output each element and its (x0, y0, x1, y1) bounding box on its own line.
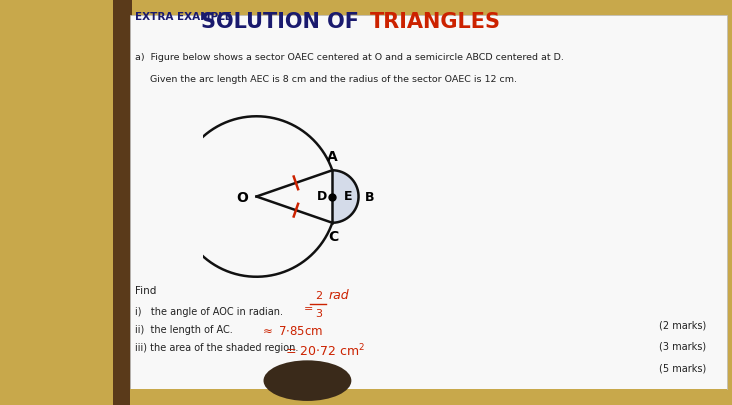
Text: =: = (304, 304, 317, 314)
Text: D: D (317, 189, 327, 202)
Text: Given the arc length AEC is 8 cm and the radius of the sector OAEC is 12 cm.: Given the arc length AEC is 8 cm and the… (135, 75, 518, 84)
Text: ii)  the length of AC.: ii) the length of AC. (135, 324, 234, 334)
Text: C: C (329, 230, 339, 244)
Ellipse shape (264, 360, 351, 401)
Text: i)   the angle of AOC in radian.: i) the angle of AOC in radian. (135, 306, 283, 316)
Text: EXTRA EXAMPLE: EXTRA EXAMPLE (135, 12, 232, 22)
Text: a)  Figure below shows a sector OAEC centered at O and a semicircle ABCD centere: a) Figure below shows a sector OAEC cent… (135, 53, 564, 62)
Text: E: E (344, 189, 353, 202)
Text: rad: rad (329, 288, 349, 301)
Text: 2: 2 (315, 290, 322, 301)
Text: $\approx$ 7$\cdot$85cm: $\approx$ 7$\cdot$85cm (260, 324, 323, 337)
Text: TRIANGLES: TRIANGLES (370, 12, 501, 32)
Text: (3 marks): (3 marks) (660, 340, 706, 350)
Text: O: O (236, 190, 248, 204)
Polygon shape (332, 171, 359, 223)
Text: B: B (365, 190, 375, 203)
Text: (5 marks): (5 marks) (659, 362, 706, 373)
Text: 3: 3 (315, 309, 322, 319)
Text: iii) the area of the shaded region.: iii) the area of the shaded region. (135, 342, 299, 352)
Text: (2 marks): (2 marks) (659, 320, 706, 330)
Text: = 20$\cdot$72 cm$^2$: = 20$\cdot$72 cm$^2$ (285, 342, 365, 359)
Text: Find: Find (135, 286, 157, 296)
Text: A: A (327, 149, 337, 163)
Text: SOLUTION OF: SOLUTION OF (201, 12, 366, 32)
